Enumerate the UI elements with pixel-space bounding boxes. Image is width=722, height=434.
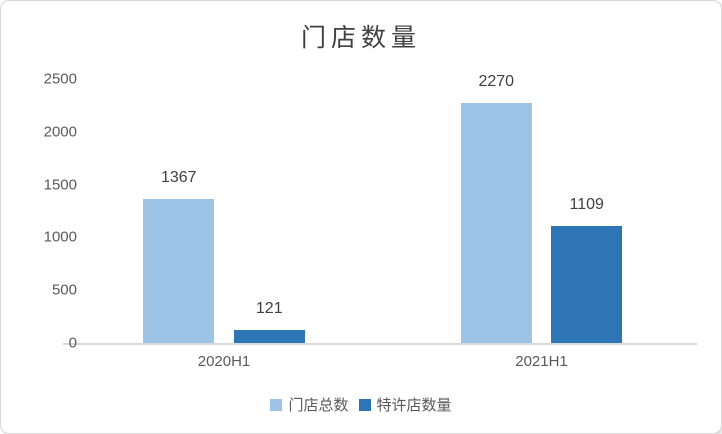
x-axis-category-label: 2020H1 (197, 353, 251, 370)
y-axis-tick-label: 2000 (43, 123, 77, 141)
legend-swatch-特许店数量 (358, 398, 371, 411)
chart-title: 门店数量 (300, 24, 421, 52)
legend-swatch-门店总数 (270, 398, 283, 411)
bar-value-label: 2270 (478, 73, 515, 91)
legend-label: 门店总数 (288, 397, 349, 414)
bar-门店总数-2020H1 (143, 198, 215, 343)
y-axis-tick-label: 2500 (43, 70, 77, 88)
legend: 门店总数 特许店数量 (1, 394, 721, 415)
y-axis-tick-label: 1500 (43, 176, 77, 194)
legend-item: 门店总数 (270, 394, 349, 415)
bar-门店总数-2021H1 (460, 103, 532, 343)
bar-特许店数量-2021H1 (551, 225, 623, 343)
y-axis-tick-label: 0 (68, 334, 77, 352)
x-axis-category-label: 2021H1 (515, 353, 568, 370)
x-axis-line (63, 343, 697, 345)
legend-label: 特许店数量 (376, 397, 452, 414)
legend-item: 特许店数量 (358, 394, 452, 415)
bar-特许店数量-2020H1 (233, 330, 305, 343)
bar-value-label: 1109 (569, 195, 604, 213)
bar-value-label: 1367 (160, 168, 197, 186)
y-axis-tick-label: 1000 (43, 228, 77, 246)
y-axis-tick-label: 500 (51, 281, 77, 299)
bar-value-label: 121 (255, 300, 283, 318)
